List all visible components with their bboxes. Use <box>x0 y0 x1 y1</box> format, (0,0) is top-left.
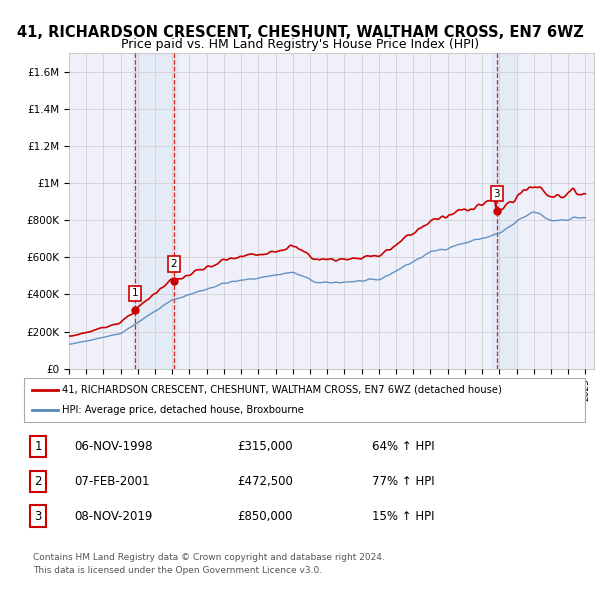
Bar <box>133 53 176 369</box>
Text: Contains HM Land Registry data © Crown copyright and database right 2024.: Contains HM Land Registry data © Crown c… <box>33 553 385 562</box>
Text: £850,000: £850,000 <box>237 510 293 523</box>
Text: This data is licensed under the Open Government Licence v3.0.: This data is licensed under the Open Gov… <box>33 566 322 575</box>
Text: 3: 3 <box>34 510 42 523</box>
Text: 07-FEB-2001: 07-FEB-2001 <box>74 475 150 488</box>
Text: 3: 3 <box>493 189 500 199</box>
Text: HPI: Average price, detached house, Broxbourne: HPI: Average price, detached house, Brox… <box>62 405 304 415</box>
Text: 1: 1 <box>34 440 42 453</box>
Text: 41, RICHARDSON CRESCENT, CHESHUNT, WALTHAM CROSS, EN7 6WZ: 41, RICHARDSON CRESCENT, CHESHUNT, WALTH… <box>17 25 583 40</box>
Text: 2: 2 <box>34 475 42 488</box>
Text: £472,500: £472,500 <box>237 475 293 488</box>
Text: 15% ↑ HPI: 15% ↑ HPI <box>372 510 434 523</box>
Text: 08-NOV-2019: 08-NOV-2019 <box>74 510 153 523</box>
Bar <box>493 53 515 369</box>
Text: 2: 2 <box>170 259 178 269</box>
Text: 41, RICHARDSON CRESCENT, CHESHUNT, WALTHAM CROSS, EN7 6WZ (detached house): 41, RICHARDSON CRESCENT, CHESHUNT, WALTH… <box>62 385 502 395</box>
Text: £315,000: £315,000 <box>237 440 293 453</box>
Text: Price paid vs. HM Land Registry's House Price Index (HPI): Price paid vs. HM Land Registry's House … <box>121 38 479 51</box>
Text: 1: 1 <box>132 288 139 298</box>
Text: 06-NOV-1998: 06-NOV-1998 <box>74 440 153 453</box>
Text: 77% ↑ HPI: 77% ↑ HPI <box>372 475 434 488</box>
Text: 64% ↑ HPI: 64% ↑ HPI <box>372 440 434 453</box>
